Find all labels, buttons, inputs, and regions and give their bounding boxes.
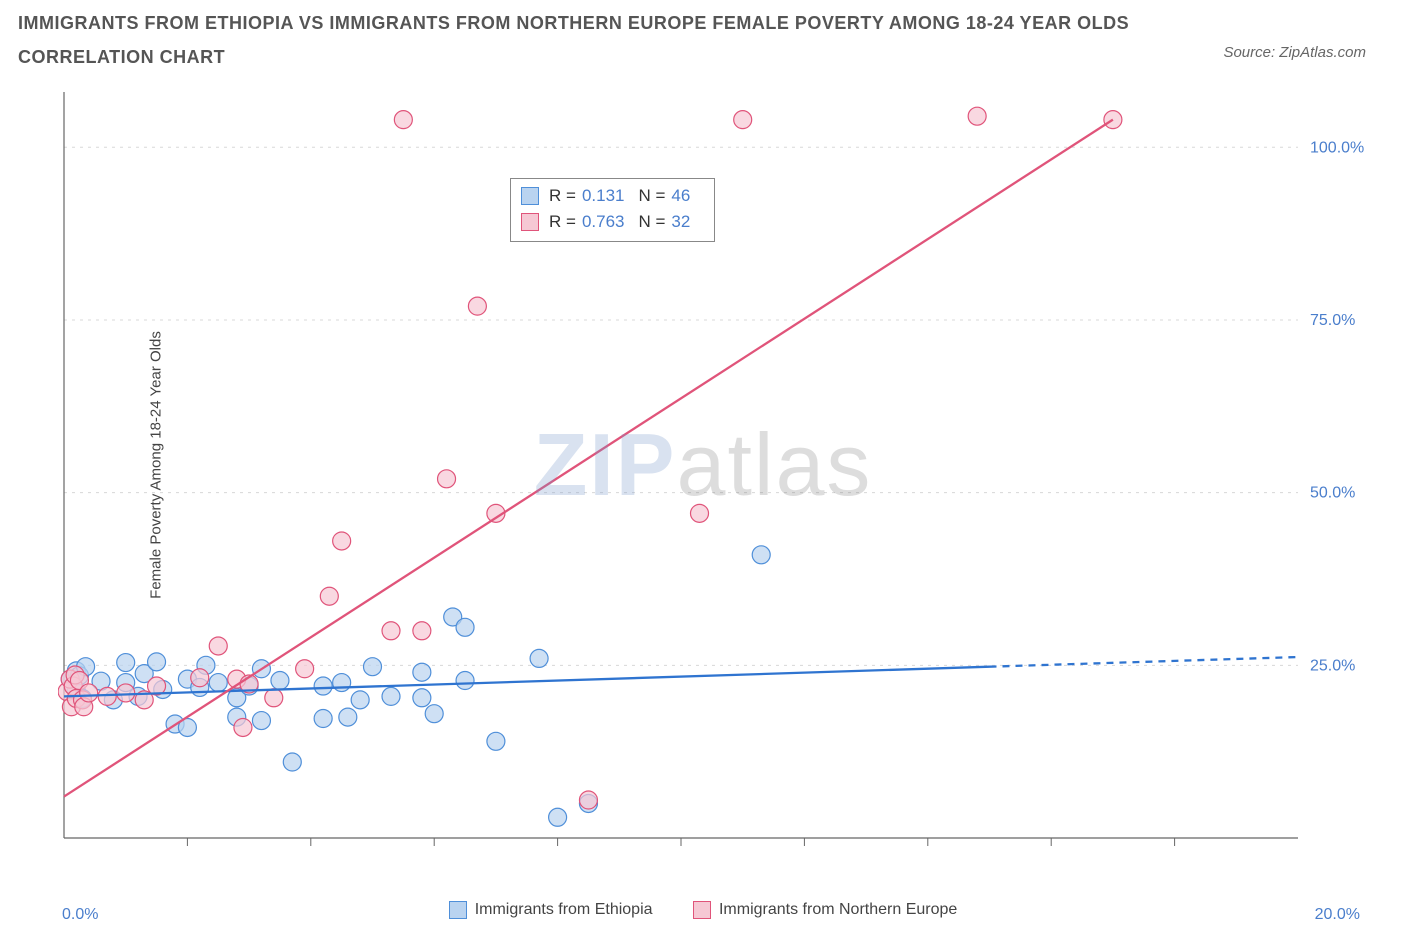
legend-bottom: Immigrants from Ethiopia Immigrants from… [0, 901, 1406, 924]
r-label: R = [549, 212, 576, 232]
r-value-a: 0.131 [582, 186, 625, 206]
svg-text:25.0%: 25.0% [1310, 657, 1355, 674]
r-value-b: 0.763 [582, 212, 625, 232]
swatch-series-b [521, 213, 539, 231]
svg-text:100.0%: 100.0% [1310, 139, 1364, 156]
n-label: N = [638, 212, 665, 232]
correlation-legend-box: R = 0.131 N = 46 R = 0.763 N = 32 [510, 178, 715, 242]
legend-item-b: Immigrants from Northern Europe [693, 901, 957, 919]
n-value-a: 46 [671, 186, 690, 206]
legend-swatch-a [449, 901, 467, 919]
n-label: N = [638, 186, 665, 206]
legend-label-b: Immigrants from Northern Europe [719, 901, 957, 919]
svg-text:75.0%: 75.0% [1310, 312, 1355, 329]
correlation-row-b: R = 0.763 N = 32 [521, 209, 704, 235]
n-value-b: 32 [671, 212, 690, 232]
swatch-series-a [521, 187, 539, 205]
legend-swatch-b [693, 901, 711, 919]
legend-label-a: Immigrants from Ethiopia [475, 901, 653, 919]
chart-title-line2: Correlation Chart [18, 47, 1366, 68]
scatter-plot: 25.0% 50.0% 75.0% 100.0% R = 0.131 N = 46 R… [58, 86, 1368, 868]
svg-text:50.0%: 50.0% [1310, 485, 1355, 502]
r-label: R = [549, 186, 576, 206]
chart-title-line1: Immigrants from Ethiopia vs Immigrants f… [18, 10, 1366, 37]
source-attribution: Source: ZipAtlas.com [1223, 44, 1366, 61]
correlation-row-a: R = 0.131 N = 46 [521, 183, 704, 209]
legend-item-a: Immigrants from Ethiopia [449, 901, 653, 919]
